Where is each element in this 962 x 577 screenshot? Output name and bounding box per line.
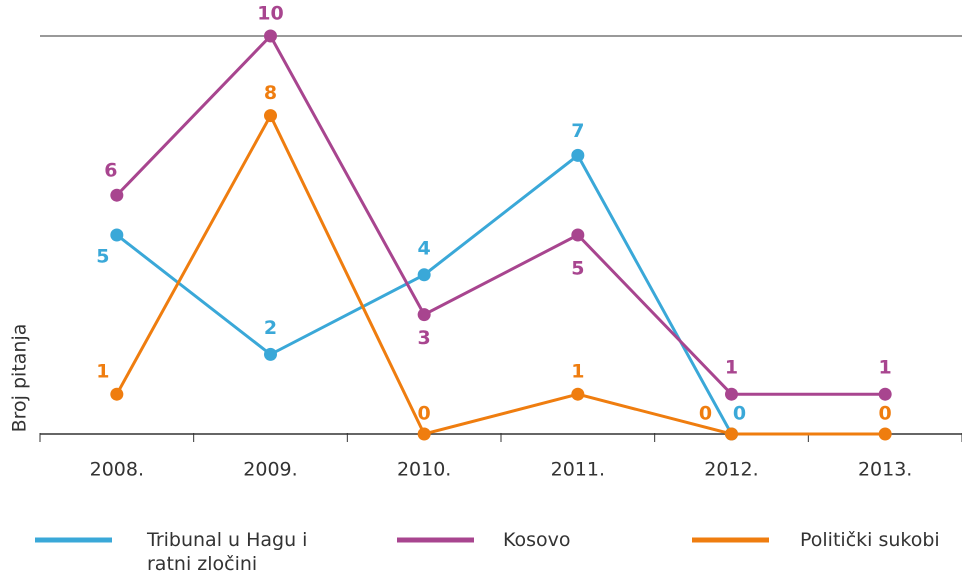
data-label: 10 — [257, 3, 283, 25]
data-label: 1 — [879, 357, 892, 379]
data-label: 1 — [96, 361, 109, 383]
data-label: 7 — [571, 120, 584, 142]
point — [264, 347, 277, 361]
point — [417, 308, 431, 322]
point — [571, 228, 585, 242]
data-label: 1 — [571, 361, 584, 383]
point — [878, 387, 892, 401]
series-line — [115, 153, 733, 435]
data-label: 4 — [418, 237, 431, 259]
x-tick-label: 2008. — [90, 459, 144, 481]
point — [725, 387, 738, 401]
data-label: 0 — [418, 403, 431, 425]
data-label: 5 — [571, 258, 584, 280]
data-label: 3 — [418, 327, 431, 349]
data-label: 0 — [733, 403, 746, 425]
series-line — [115, 112, 886, 436]
data-label: 8 — [264, 82, 277, 104]
data-label: 0 — [879, 403, 892, 425]
legend-label: Kosovo — [503, 529, 571, 551]
point — [110, 228, 124, 242]
legend-label: Tribunal u Hagu i ratni zločini — [147, 529, 308, 575]
point — [417, 427, 431, 441]
point — [571, 387, 585, 401]
series-line — [115, 33, 886, 396]
y-axis-label: Broj pitanja — [9, 324, 31, 433]
x-tick-label: 2010. — [397, 459, 451, 481]
point — [417, 268, 431, 282]
point — [110, 188, 124, 202]
point — [725, 427, 738, 441]
data-label: 6 — [104, 160, 117, 182]
data-label: 5 — [96, 246, 109, 268]
x-tick-label: 2013. — [858, 459, 912, 481]
data-label: 0 — [699, 403, 712, 425]
point — [571, 148, 585, 162]
point — [264, 109, 277, 123]
x-tick-label: 2011. — [551, 459, 605, 481]
data-label: 1 — [725, 357, 738, 379]
point — [110, 387, 124, 401]
legend-label: Politički sukobi — [800, 529, 940, 551]
point — [264, 29, 277, 43]
point — [878, 427, 892, 441]
x-tick-label: 2012. — [704, 459, 758, 481]
data-label: 2 — [264, 317, 277, 339]
x-tick-label: 2009. — [243, 459, 297, 481]
